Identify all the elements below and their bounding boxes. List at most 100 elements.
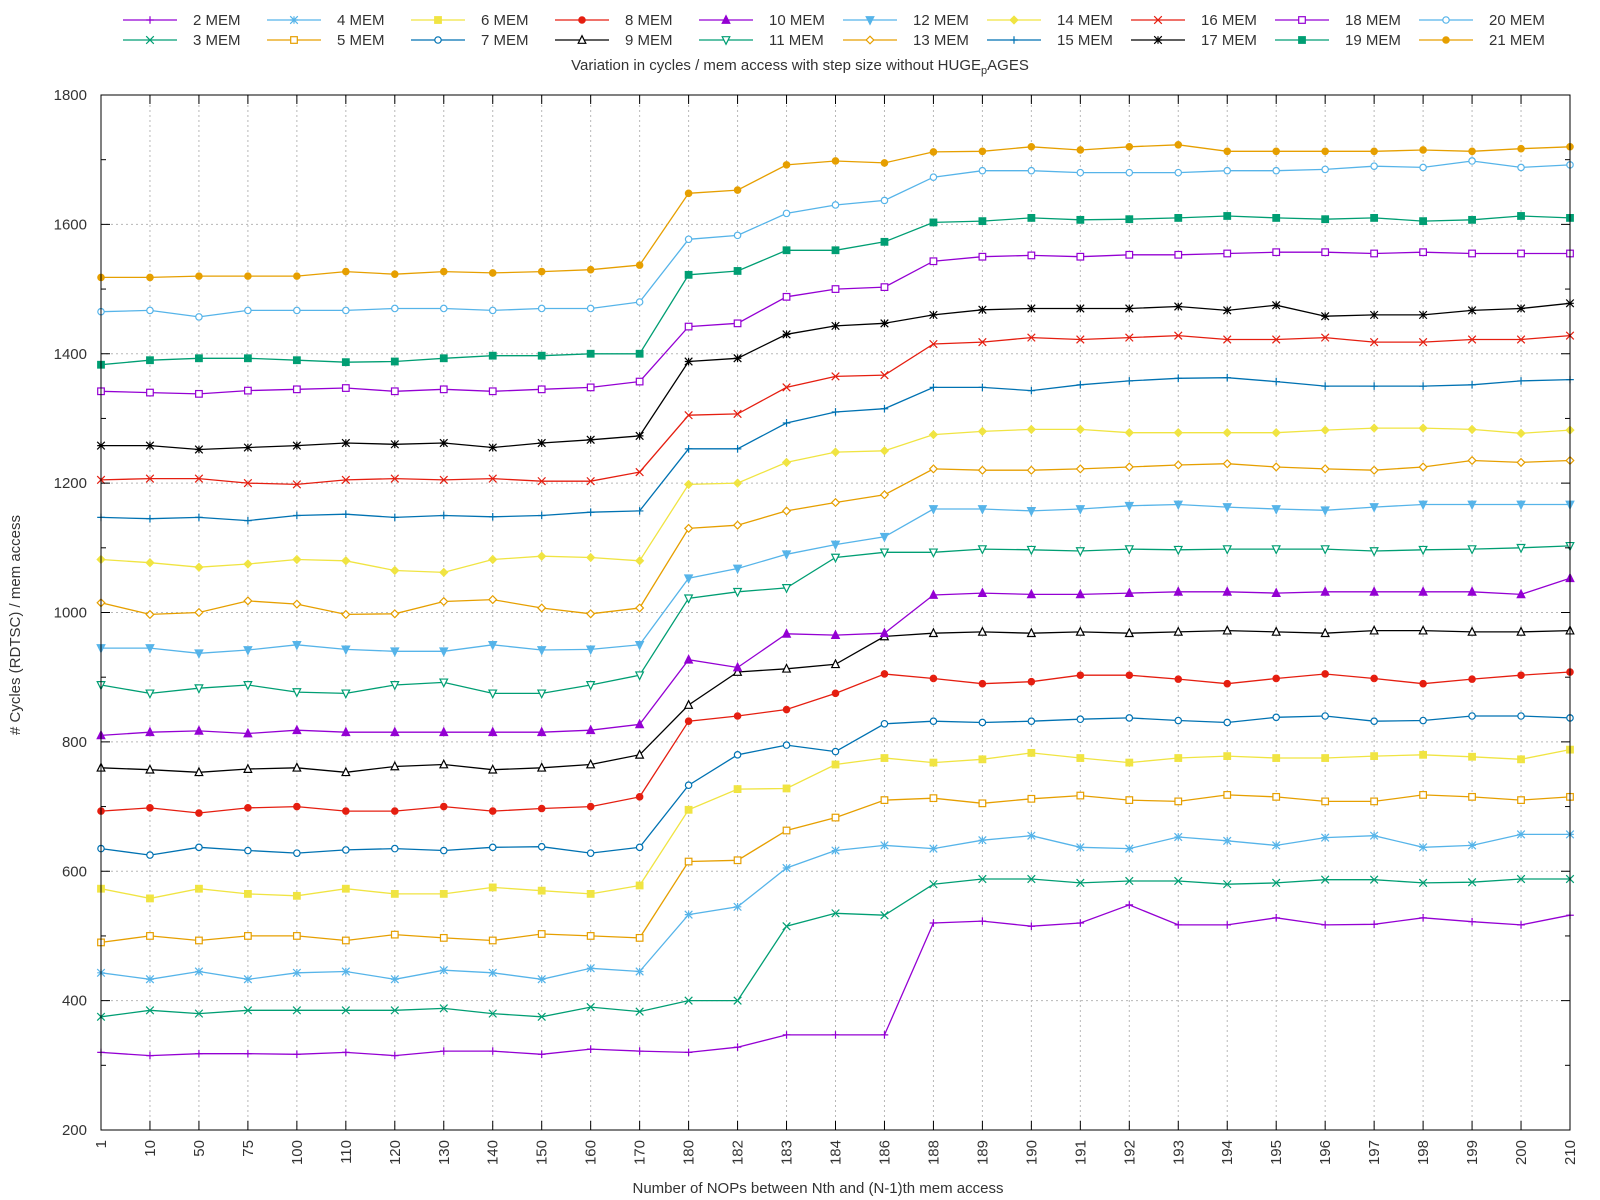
x-tick-label: 195 [1268,1140,1285,1165]
x-tick-label: 199 [1464,1140,1481,1165]
data-point [292,356,301,365]
x-tick-label: 120 [387,1140,404,1165]
data-point [635,1047,644,1055]
data-point [1125,796,1134,804]
data-point [1027,142,1036,151]
data-point [1174,141,1183,149]
data-point [1320,506,1330,516]
data-point [635,349,644,358]
data-point [1369,337,1379,347]
data-point [732,587,743,598]
data-point [146,514,154,523]
data-point [195,809,203,817]
data-point [683,594,694,604]
y-tick-label: 200 [62,1122,87,1139]
data-point [1321,754,1330,762]
data-point [977,465,988,475]
data-point [865,35,875,45]
data-point [977,545,988,555]
data-point [1076,381,1085,389]
data-point [684,996,693,1005]
data-point [488,387,497,396]
data-point [1419,146,1427,154]
data-point [830,497,841,508]
x-tick-label: 130 [436,1140,453,1165]
data-point [1320,333,1330,342]
data-point [537,304,546,313]
x-tick-label: 189 [974,1140,991,1165]
data-point [978,874,987,884]
data-point [1271,505,1281,515]
data-point [488,474,497,483]
data-point [146,851,154,859]
data-point [684,189,693,198]
data-point [782,741,791,749]
data-point [390,304,399,313]
data-point [537,438,546,448]
series-3-mem [96,874,1575,1022]
data-point [879,490,890,500]
legend-entry: 20 MEM [1419,12,1545,29]
data-point [977,587,988,597]
data-point [243,596,253,606]
data-point [1223,306,1232,315]
data-point [1223,335,1232,344]
data-point [929,758,938,767]
data-point [1223,836,1232,846]
x-tick-label: 100 [289,1140,306,1165]
data-point [1419,914,1427,922]
data-point [1517,144,1525,153]
data-point [1271,587,1281,597]
y-tick-label: 800 [62,734,87,751]
data-point [880,1031,889,1039]
data-point [342,807,350,815]
data-point [195,513,203,522]
data-point [879,446,890,456]
data-point [244,516,252,525]
data-point [244,272,252,280]
data-point [1174,214,1183,222]
legend-label: 11 MEM [769,32,824,49]
data-point [928,464,939,474]
data-point [243,646,253,656]
data-point [537,476,546,486]
data-point [390,975,400,984]
data-point [1076,146,1085,154]
data-point [341,726,351,737]
data-point [1076,791,1085,800]
data-point [537,886,546,895]
series-2-mem [97,901,1574,1060]
data-point [586,849,595,857]
data-point [1124,587,1135,597]
data-point [1516,428,1526,438]
legend-label: 6 MEM [481,12,529,29]
data-point [1467,878,1477,887]
data-point [1516,457,1526,468]
data-point [1419,248,1428,257]
data-point [1125,844,1134,853]
data-point [977,426,988,437]
data-point [1320,627,1330,638]
data-point [145,975,155,984]
data-point [1517,921,1525,929]
data-point [390,474,400,483]
data-point [341,609,351,620]
data-point [683,479,694,490]
data-point [781,628,792,638]
legend-label: 15 MEM [1057,32,1113,49]
data-point [578,16,586,24]
data-point [342,306,350,315]
data-point [243,478,253,488]
data-point [733,1043,742,1051]
data-point [195,884,203,893]
x-tick-label: 190 [1023,1140,1040,1165]
legend-entry: 13 MEM [843,32,969,49]
x-tick-label: 186 [876,1140,893,1165]
data-point [1370,797,1379,806]
data-point [634,556,645,566]
data-point [438,758,449,769]
data-point [1027,386,1036,395]
data-point [1076,843,1085,852]
data-point [929,339,938,349]
data-point [145,558,155,568]
